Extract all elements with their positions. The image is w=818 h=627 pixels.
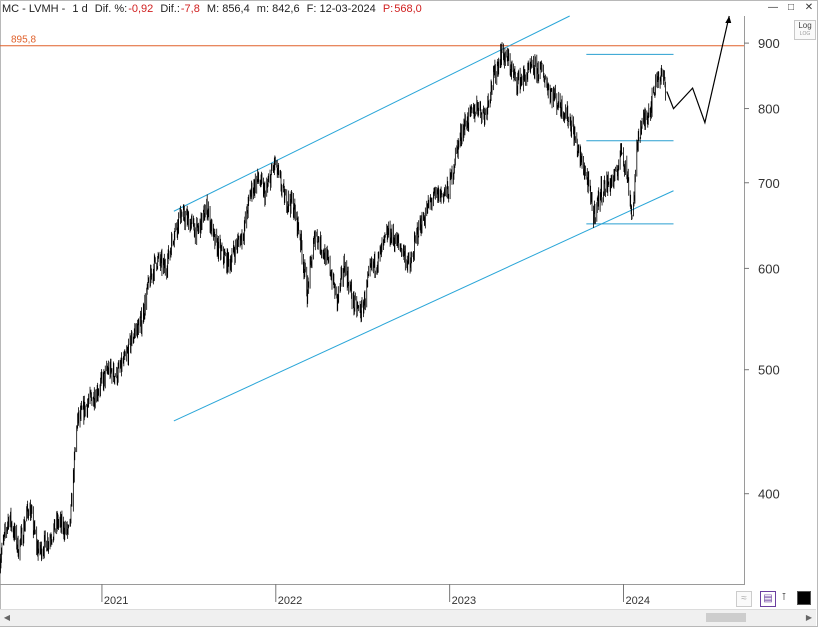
save-icon[interactable]: ▤ xyxy=(760,591,776,607)
restore-icon[interactable]: □ xyxy=(787,2,795,13)
log-scale-button[interactable]: Log LOG xyxy=(794,20,816,40)
chart-header: MC - LVMH - 1 d Dif. %:-0,92 Dif.:-7,8 M… xyxy=(2,1,762,17)
color-swatch-icon[interactable] xyxy=(797,591,811,605)
dif-value: -7,8 xyxy=(180,3,200,15)
close-icon[interactable]: ✕ xyxy=(804,2,814,13)
chart-tools-bar: ≈ ▤ ⊺ xyxy=(736,589,816,609)
price-label: P: xyxy=(382,3,394,15)
price-value: 568,0 xyxy=(394,3,422,15)
plot-area-border xyxy=(0,16,745,585)
scroll-thumb[interactable] xyxy=(706,613,746,622)
window-controls: — □ ✕ xyxy=(768,3,814,13)
scroll-right-icon[interactable]: ▶ xyxy=(805,613,813,622)
minimize-icon[interactable]: — xyxy=(768,2,778,13)
date-label: F: 12-03-2024 xyxy=(306,3,376,15)
min-label: m: 842,6 xyxy=(256,3,300,15)
horizontal-scrollbar[interactable]: ◀ ▶ xyxy=(0,609,816,626)
dif-pct-value: -0,92 xyxy=(128,3,154,15)
scroll-left-icon[interactable]: ◀ xyxy=(3,613,11,622)
log-button-label: Log xyxy=(798,21,812,30)
dif-label: Dif.: xyxy=(160,3,180,15)
max-label: M: 856,4 xyxy=(206,3,250,15)
timeframe-label: 1 d xyxy=(72,3,88,15)
pin-icon[interactable]: ⊺ xyxy=(781,592,787,603)
log-button-sublabel: LOG xyxy=(799,31,811,37)
symbol-label: MC - LVMH - xyxy=(2,3,66,15)
dif-pct-label: Dif. %: xyxy=(94,3,128,15)
compare-icon[interactable]: ≈ xyxy=(736,591,752,607)
